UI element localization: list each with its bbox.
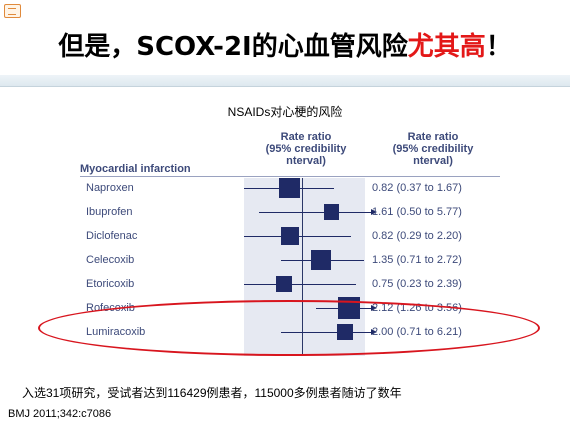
highlight-ellipse: [38, 300, 540, 356]
ci-arrow: [371, 209, 377, 215]
header-band-rule: [0, 86, 570, 87]
slide-icon: [4, 4, 21, 18]
ci-value: 0.75 (0.23 to 2.39): [372, 278, 462, 290]
point-estimate-box: [275, 275, 293, 293]
slide-title-suffix: ！: [485, 32, 512, 62]
point-estimate-box: [279, 177, 300, 199]
slide-title-highlight: 尤其高: [407, 32, 486, 62]
source-citation: BMJ 2011;342:c7086: [8, 408, 112, 420]
column-header-line: nterval): [286, 155, 326, 167]
column-header-line: Rate ratio: [280, 131, 332, 143]
header-rule: [80, 176, 500, 177]
row-label: Naproxen: [86, 182, 134, 194]
ci-value: 0.82 (0.37 to 1.67): [372, 182, 462, 194]
row-label: Diclofenac: [86, 230, 138, 242]
row-label: Etoricoxib: [86, 278, 135, 290]
point-estimate-box: [280, 227, 299, 245]
ci-whisker: [259, 212, 371, 213]
forest-column-header: Rate ratio (95% credibility nterval): [236, 131, 376, 167]
ci-whisker: [244, 284, 357, 285]
ci-value: 0.82 (0.29 to 2.20): [372, 230, 462, 242]
row-label: Celecoxib: [86, 254, 135, 266]
header-band: [0, 75, 570, 87]
ci-value: 1.35 (0.71 to 2.72): [372, 254, 462, 266]
row-label: Ibuprofen: [86, 206, 133, 218]
section-label: Myocardial infarction: [80, 163, 191, 175]
point-estimate-box: [310, 250, 331, 270]
reference-line: [302, 178, 303, 356]
footnote: 入选31项研究，受试者达到116429例患者，115000多例患者随访了数年: [22, 386, 402, 400]
column-header-line: (95% credibility: [392, 143, 474, 155]
slide-title-prefix: 但是，SCOX-2I的心血管风险: [58, 32, 408, 62]
slide-title: 但是，SCOX-2I的心血管风险尤其高！: [0, 26, 570, 63]
column-header-line: Rate ratio: [407, 131, 459, 143]
point-estimate-box: [323, 204, 340, 220]
column-header-line: nterval): [413, 155, 453, 167]
column-header-line: (95% credibility: [265, 143, 347, 155]
chart-title: NSAIDs对心梗的风险: [227, 105, 343, 119]
ci-value: 1.61 (0.50 to 5.77): [372, 206, 462, 218]
ci-column-header: Rate ratio (95% credibility nterval): [363, 131, 503, 167]
